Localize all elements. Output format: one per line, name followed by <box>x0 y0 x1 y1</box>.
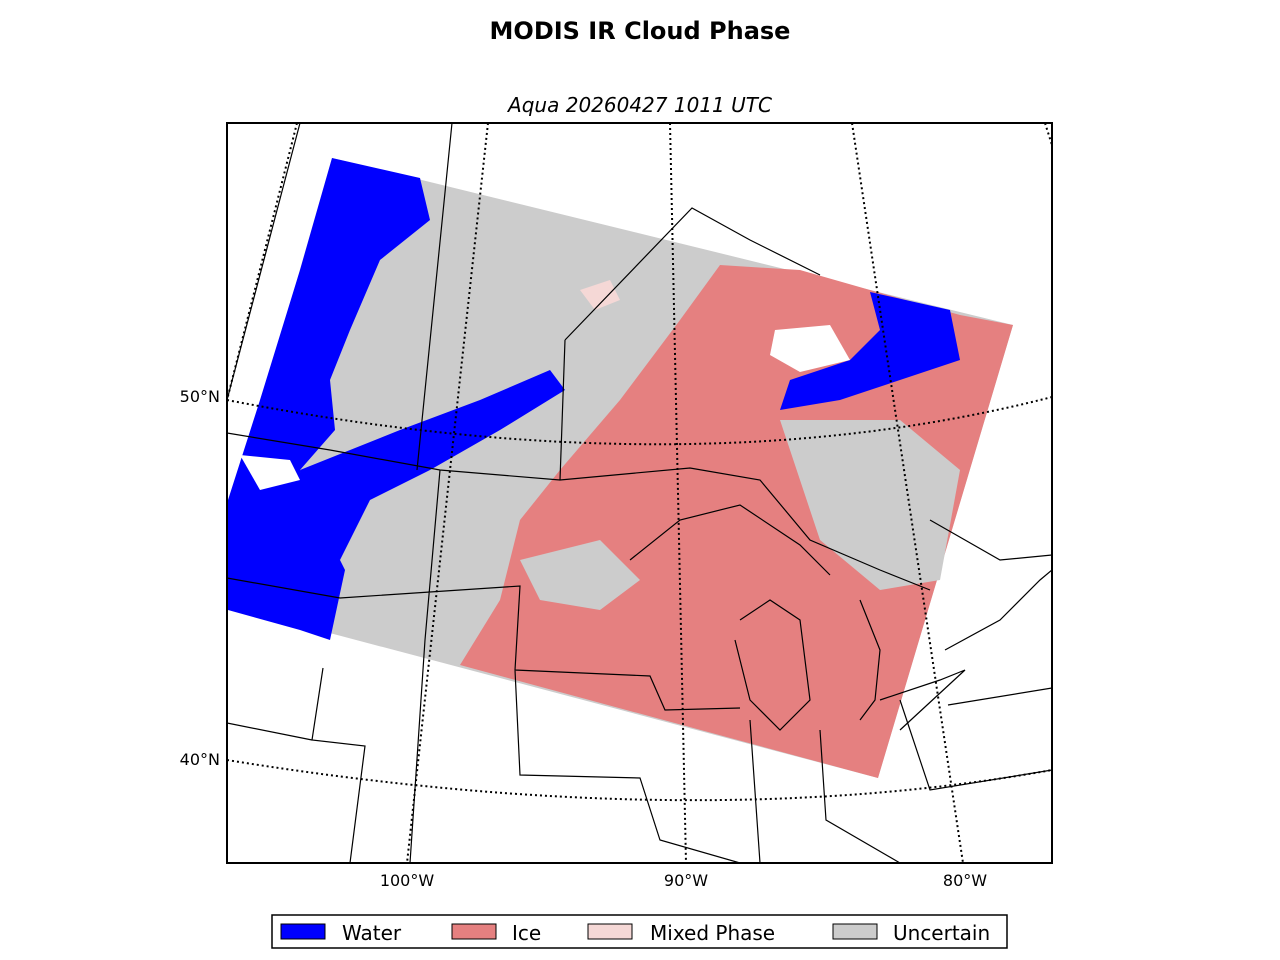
boundary <box>227 123 1052 863</box>
graticule <box>227 396 1052 446</box>
uncertain-region <box>780 420 960 590</box>
graticule <box>227 759 1052 802</box>
lon-label: 80°W <box>943 871 987 890</box>
clear-patch <box>770 325 850 372</box>
map-frame <box>226 122 1053 864</box>
legend-label: Uncertain <box>893 921 990 945</box>
clear-patch <box>240 455 300 490</box>
water-region <box>300 370 565 560</box>
graticule <box>406 123 489 863</box>
legend-label: Mixed Phase <box>650 921 775 945</box>
graticule <box>669 123 687 863</box>
border <box>227 432 931 591</box>
lon-label: 90°W <box>664 871 708 890</box>
title: MODIS IR Cloud Phase <box>490 17 791 45</box>
graticule <box>1044 123 1052 146</box>
legend-swatch <box>587 923 633 940</box>
legend: Water Ice Mixed Phase Uncertain <box>271 914 1008 949</box>
legend-label: Water <box>342 921 402 945</box>
map <box>227 123 1052 863</box>
water-region <box>228 158 430 640</box>
coastline <box>629 504 1052 731</box>
legend-swatch <box>451 923 497 940</box>
subtitle: Aqua 20260427 1011 UTC <box>506 93 772 117</box>
water-region <box>780 292 960 410</box>
uncertain-region <box>520 540 640 610</box>
lat-label: 40°N <box>180 750 220 769</box>
legend-swatch <box>832 923 878 940</box>
lon-label: 100°W <box>380 871 435 890</box>
ice-region <box>460 265 1013 778</box>
legend-box <box>271 914 1008 949</box>
mixed-region <box>580 280 620 310</box>
legend-swatch <box>280 923 326 940</box>
legend-label: Ice <box>512 921 541 945</box>
lat-label: 50°N <box>180 387 220 406</box>
